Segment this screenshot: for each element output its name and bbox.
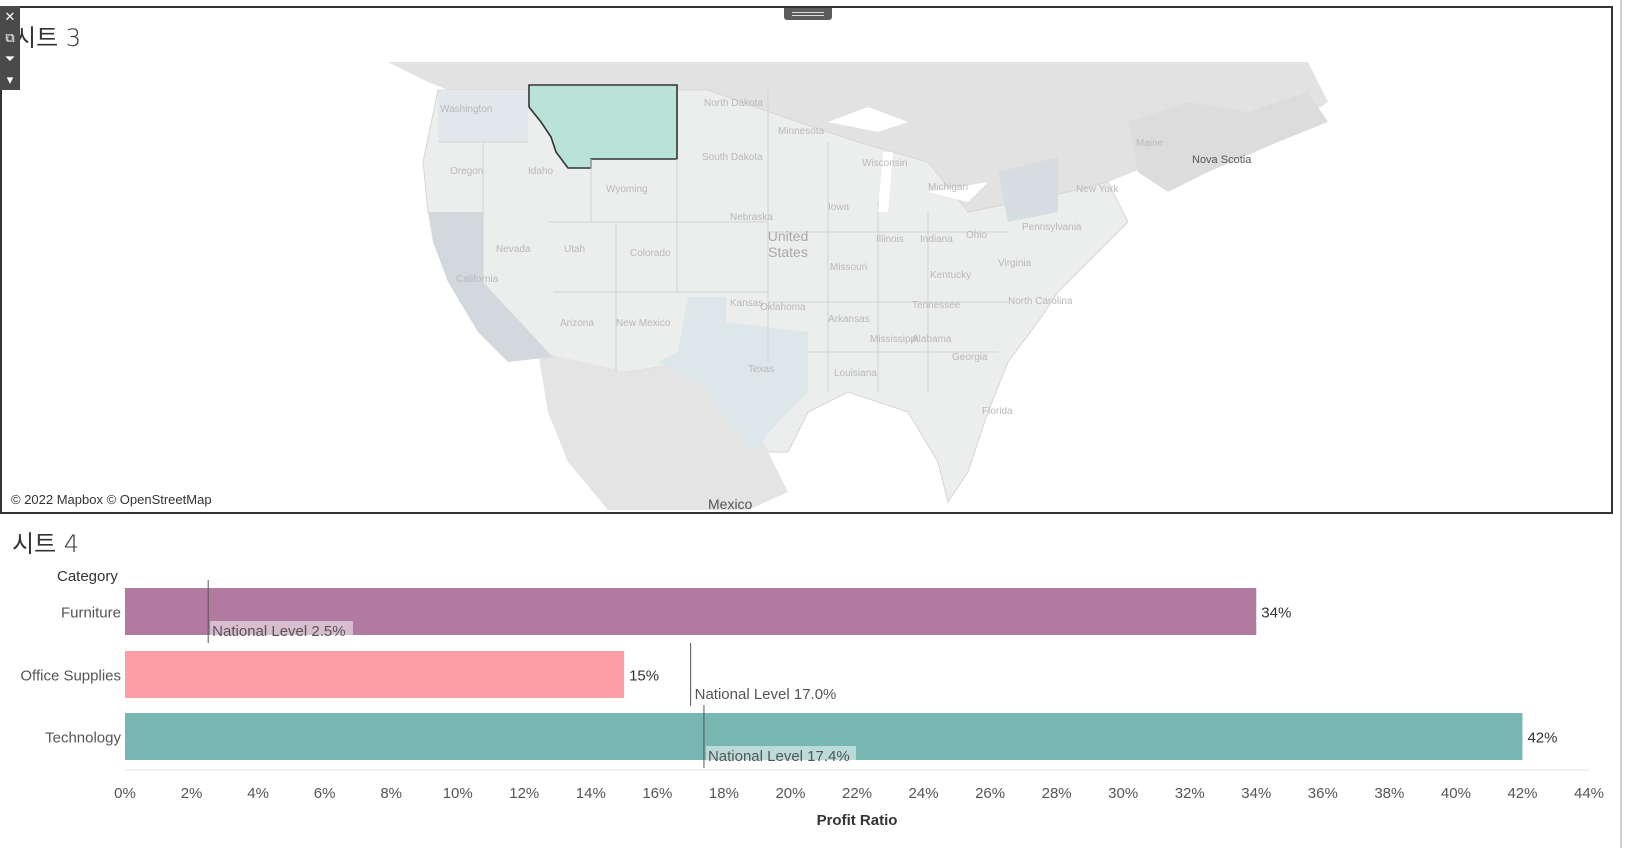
filter-icon[interactable]: ⏷: [4, 51, 16, 66]
state-label: Idaho: [528, 166, 554, 177]
country-label-us: United States: [767, 228, 809, 260]
state-label: Maine: [1136, 138, 1164, 149]
x-tick-label: 10%: [443, 785, 473, 802]
close-icon[interactable]: ✕: [4, 9, 16, 24]
state-label: Michigan: [928, 182, 969, 193]
state-label: New York: [1076, 184, 1119, 195]
reference-line-label: National Level 17.0%: [695, 686, 837, 703]
category-label: Office Supplies: [20, 668, 121, 685]
category-label: Technology: [45, 730, 121, 747]
state-label: Washington: [440, 104, 493, 115]
x-tick-label: 12%: [509, 785, 539, 802]
state-label: Kansas: [730, 298, 764, 309]
reference-label-bg: [210, 621, 353, 641]
state-label: New Mexico: [616, 318, 671, 329]
x-tick-label: 42%: [1507, 785, 1537, 802]
state-label: North Carolina: [1008, 296, 1073, 307]
state-label: Mississippi: [870, 334, 919, 345]
x-tick-label: 14%: [576, 785, 606, 802]
state-label: Ohio: [966, 230, 988, 241]
map-credit: © 2022 Mapbox © OpenStreetMap: [11, 492, 212, 507]
state-label: Colorado: [630, 248, 671, 259]
state-label: South Dakota: [702, 152, 763, 163]
state-label: Alabama: [912, 334, 952, 345]
map[interactable]: Washington Oregon Idaho Nevada Californi…: [8, 62, 1608, 510]
reference-line-label: National Level 2.5%: [212, 623, 345, 640]
sheet3-title: 시트 3: [14, 24, 82, 52]
state-label: Wisconsin: [862, 158, 908, 169]
sheet4-title: 시트 4: [12, 530, 80, 558]
reference-label-bg: [705, 746, 856, 766]
x-tick-label: 2%: [181, 785, 203, 802]
state-label: Indiana: [920, 234, 953, 245]
x-tick-label: 16%: [642, 785, 672, 802]
x-tick-label: 22%: [842, 785, 872, 802]
state-label: Arizona: [560, 318, 594, 329]
state-label: Iowa: [828, 202, 850, 213]
reference-line-label: National Level 17.4%: [708, 748, 850, 765]
bar-office-supplies[interactable]: [125, 651, 625, 698]
state-label: Louisiana: [834, 368, 877, 379]
country-label-nova-scotia: Nova Scotia: [1192, 154, 1252, 166]
x-tick-label: 4%: [247, 785, 269, 802]
drag-handle[interactable]: [784, 8, 832, 20]
x-tick-label: 20%: [775, 785, 805, 802]
x-tick-label: 26%: [975, 785, 1005, 802]
popout-icon[interactable]: ⧉: [5, 30, 15, 45]
bar-value-label: 42%: [1527, 730, 1557, 747]
x-axis-title: Profit Ratio: [816, 812, 898, 829]
x-tick-label: 24%: [909, 785, 939, 802]
x-tick-label: 18%: [709, 785, 739, 802]
state-label: Pennsylvania: [1022, 222, 1082, 233]
x-tick-label: 6%: [314, 785, 336, 802]
bar-value-label: 15%: [629, 668, 659, 685]
x-tick-label: 32%: [1175, 785, 1205, 802]
x-tick-label: 30%: [1108, 785, 1138, 802]
state-label: Missouri: [830, 262, 868, 273]
x-tick-label: 40%: [1441, 785, 1471, 802]
state-label: Minnesota: [778, 126, 825, 137]
state-label: Georgia: [952, 352, 988, 363]
state-label: Virginia: [998, 258, 1032, 269]
state-label: Kentucky: [930, 270, 972, 281]
x-tick-label: 0%: [114, 785, 136, 802]
state-label: Wyoming: [606, 184, 648, 195]
state-label: Texas: [748, 364, 775, 375]
state-label: Florida: [982, 406, 1013, 417]
x-tick-label: 36%: [1308, 785, 1338, 802]
dropdown-icon[interactable]: ▾: [6, 72, 14, 87]
state-label: Oregon: [450, 166, 484, 177]
category-label: Furniture: [61, 605, 121, 622]
state-label: Nevada: [496, 244, 531, 255]
x-tick-label: 28%: [1042, 785, 1072, 802]
state-label: Nebraska: [730, 212, 773, 223]
floating-toolbar: ✕ ⧉ ⏷ ▾: [0, 6, 20, 90]
map-canvas[interactable]: [8, 62, 1608, 510]
x-tick-label: 38%: [1374, 785, 1404, 802]
category-header: Category: [57, 568, 118, 585]
reference-label-bg: [692, 684, 843, 704]
x-tick-label: 34%: [1241, 785, 1271, 802]
state-label: Illinois: [876, 234, 904, 245]
state-label: Tennessee: [912, 300, 961, 311]
state-label: North Dakota: [704, 98, 763, 109]
bar-chart[interactable]: 34% Furniture National Level 2.5% 15% Office…: [0, 580, 1620, 848]
state-label: Oklahoma: [760, 302, 806, 313]
bar-value-label: 34%: [1261, 605, 1291, 622]
country-label-mexico: Mexico: [708, 496, 753, 510]
x-tick-label: 8%: [380, 785, 402, 802]
scrollbar[interactable]: [1620, 0, 1622, 848]
state-label: Utah: [564, 244, 586, 255]
state-label: California: [456, 274, 499, 285]
state-label: Arkansas: [828, 314, 870, 325]
x-tick-label: 44%: [1574, 785, 1604, 802]
